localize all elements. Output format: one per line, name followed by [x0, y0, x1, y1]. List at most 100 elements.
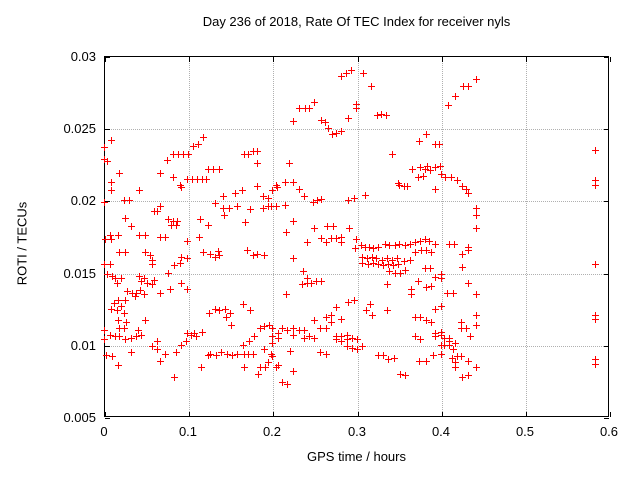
data-point-marker	[397, 370, 405, 378]
data-point-marker	[420, 172, 427, 180]
data-point-marker	[106, 232, 114, 240]
data-point-marker	[460, 83, 468, 91]
data-point-marker	[345, 224, 353, 232]
y-tick-mark	[604, 274, 609, 275]
data-point-marker	[195, 141, 203, 149]
data-point-marker	[219, 204, 227, 212]
data-point-marker	[178, 279, 186, 287]
data-point-marker	[311, 334, 319, 342]
data-point-marker	[207, 250, 215, 258]
data-point-marker	[149, 343, 156, 351]
data-point-marker	[303, 279, 311, 287]
y-tick-mark	[105, 129, 110, 130]
data-point-marker	[422, 357, 430, 365]
data-point-marker	[431, 333, 439, 341]
data-point-marker	[184, 255, 192, 263]
data-point-marker	[458, 263, 466, 271]
data-point-marker	[184, 237, 192, 245]
data-point-marker	[216, 252, 224, 260]
data-point-marker	[290, 118, 298, 125]
data-point-marker	[289, 255, 297, 263]
data-point-marker	[156, 233, 164, 241]
data-point-marker	[437, 171, 445, 179]
data-point-marker	[272, 181, 280, 189]
data-point-marker	[107, 136, 115, 144]
data-point-marker	[329, 131, 337, 138]
data-point-marker	[397, 269, 405, 277]
data-point-marker	[216, 307, 224, 315]
data-point-marker	[426, 167, 434, 175]
data-point-marker	[349, 344, 357, 352]
data-point-marker	[591, 315, 599, 323]
data-point-marker	[138, 278, 145, 286]
data-point-marker	[101, 260, 108, 268]
data-point-marker	[269, 187, 277, 195]
data-point-marker	[437, 275, 445, 283]
data-point-marker	[394, 180, 402, 188]
data-point-marker	[373, 112, 381, 120]
data-point-marker	[302, 105, 310, 112]
data-point-marker	[289, 217, 297, 225]
data-point-marker	[322, 119, 330, 127]
data-point-marker	[143, 279, 151, 287]
data-point-marker	[415, 138, 423, 146]
data-point-marker	[360, 70, 368, 78]
data-point-marker	[156, 203, 164, 211]
data-point-marker	[116, 324, 124, 332]
data-point-marker	[446, 337, 454, 345]
data-point-marker	[396, 240, 404, 248]
data-point-marker	[416, 336, 424, 343]
data-point-marker	[137, 286, 145, 294]
data-point-marker	[473, 291, 480, 299]
x-tick-mark	[189, 412, 190, 417]
data-point-marker	[427, 282, 435, 290]
data-point-marker	[333, 129, 341, 137]
data-point-marker	[450, 289, 458, 297]
data-point-marker	[473, 76, 480, 84]
data-point-marker	[416, 237, 424, 245]
data-point-marker	[311, 317, 319, 325]
x-tick-mark	[273, 412, 274, 417]
data-point-marker	[219, 193, 227, 201]
data-point-marker	[250, 333, 258, 341]
data-point-marker	[375, 351, 383, 359]
y-tick-label: 0.01	[70, 338, 96, 353]
data-point-marker	[408, 285, 416, 293]
v-gridline	[442, 57, 443, 416]
data-point-marker	[161, 350, 169, 358]
data-point-marker	[309, 198, 317, 206]
data-point-marker	[275, 334, 283, 342]
data-point-marker	[457, 318, 465, 326]
data-point-marker	[406, 240, 414, 248]
data-point-marker	[446, 341, 454, 349]
data-point-marker	[382, 240, 390, 248]
data-point-marker	[127, 334, 135, 342]
data-point-marker	[133, 289, 140, 297]
y-tick-label: 0.02	[70, 193, 96, 208]
data-point-marker	[114, 362, 122, 369]
data-point-marker	[344, 343, 352, 351]
data-point-marker	[351, 245, 359, 253]
data-point-marker	[250, 252, 257, 260]
data-point-marker	[275, 330, 283, 338]
data-point-marker	[240, 363, 248, 371]
data-point-marker	[333, 234, 341, 242]
data-point-marker	[465, 372, 473, 380]
data-point-marker	[274, 184, 282, 192]
data-point-marker	[303, 275, 311, 283]
data-point-marker	[352, 105, 360, 112]
data-point-marker	[178, 253, 186, 261]
data-point-marker	[250, 350, 257, 358]
data-point-marker	[379, 351, 387, 359]
data-point-marker	[170, 217, 177, 225]
x-tick-label: 0.6	[599, 424, 619, 439]
data-point-marker	[154, 337, 161, 345]
x-tick-label: 0.3	[347, 424, 367, 439]
data-point-marker	[424, 162, 432, 170]
data-point-marker	[431, 185, 439, 193]
data-point-marker	[401, 266, 409, 274]
data-point-marker	[255, 370, 262, 378]
data-point-marker	[117, 302, 125, 310]
h-gridline	[105, 201, 608, 202]
v-gridline	[526, 57, 527, 416]
